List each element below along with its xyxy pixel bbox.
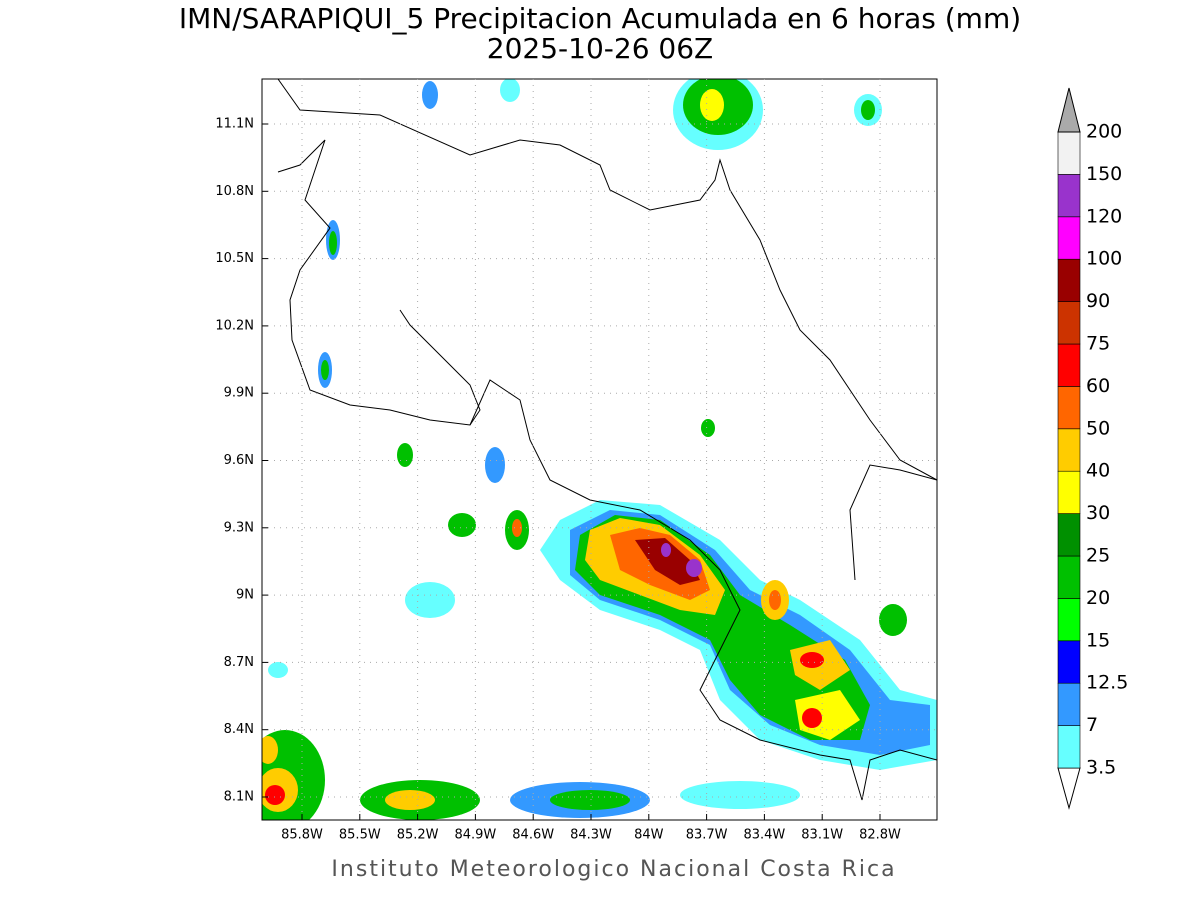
colorbar-label: 12.5 <box>1086 672 1128 694</box>
lon-tick-label: 84.3W <box>570 828 612 843</box>
colorbar-label: 100 <box>1086 248 1122 270</box>
colorbar-box <box>1057 301 1081 345</box>
colorbar-label: 75 <box>1086 333 1110 355</box>
precipitation-field <box>262 79 937 820</box>
lon-tick-label: 85.8W <box>281 828 323 843</box>
lat-tick-label: 10.2N <box>215 318 254 333</box>
lat-tick-label: 9.6N <box>224 453 254 468</box>
lon-tick-label: 83.7W <box>686 828 728 843</box>
lat-tick-label: 9N <box>236 588 254 603</box>
lat-tick-label: 10.8N <box>215 184 254 199</box>
border <box>849 464 937 581</box>
colorbar-label: 150 <box>1086 163 1122 185</box>
colorbar-box <box>1057 258 1081 302</box>
colorbar-label: 60 <box>1086 375 1110 397</box>
lat-tick-label: 9.9N <box>224 386 254 401</box>
colorbar-box <box>1057 513 1081 557</box>
colorbar-box <box>1057 725 1081 769</box>
colorbar-label: 200 <box>1086 121 1122 143</box>
coastline <box>469 379 937 801</box>
colorbar-label: 120 <box>1086 205 1122 227</box>
colorbar-label: 15 <box>1086 629 1110 651</box>
coastline <box>277 79 937 481</box>
colorbar-box <box>1057 640 1081 684</box>
subtitle: 2025-10-26 06Z <box>487 32 713 65</box>
lat-tick-label: 8.7N <box>224 655 254 670</box>
lat-tick-label: 9.3N <box>224 520 254 535</box>
lon-tick-label: 84.9W <box>454 828 496 843</box>
colorbar-label: 40 <box>1086 460 1110 482</box>
lon-tick-label: 83.4W <box>743 828 785 843</box>
colorbar-label: 25 <box>1086 545 1110 567</box>
lat-tick-label: 11.1N <box>215 117 254 132</box>
colorbar-box <box>1057 555 1081 599</box>
colorbar-above <box>1057 87 1081 133</box>
colorbar-box <box>1057 428 1081 472</box>
title: IMN/SARAPIQUI_5 Precipitacion Acumulada … <box>179 2 1021 35</box>
colorbar-label: 3.5 <box>1086 757 1116 779</box>
colorbar-box <box>1057 470 1081 514</box>
colorbar-box <box>1057 131 1081 175</box>
lat-tick-label: 8.1N <box>224 790 254 805</box>
colorbar-label: 90 <box>1086 290 1110 312</box>
lat-tick-label: 10.5N <box>215 251 254 266</box>
colorbar-box <box>1057 598 1081 642</box>
colorbar-label: 30 <box>1086 502 1110 524</box>
colorbar-below <box>1057 767 1081 810</box>
colorbar-label: 7 <box>1086 714 1098 736</box>
lon-tick-label: 82.8W <box>859 828 901 843</box>
colorbar-box <box>1057 682 1081 726</box>
colorbar-box <box>1057 343 1081 387</box>
lat-tick-label: 8.4N <box>224 722 254 737</box>
coastline <box>277 139 481 426</box>
colorbar-box <box>1057 174 1081 218</box>
lon-tick-label: 84W <box>634 828 664 843</box>
lon-tick-label: 83.1W <box>801 828 843 843</box>
colorbar-label: 50 <box>1086 417 1110 439</box>
colorbar-box <box>1057 386 1081 430</box>
map-frame <box>261 78 938 821</box>
colorbar-label: 20 <box>1086 587 1110 609</box>
lon-tick-label: 85.5W <box>339 828 381 843</box>
lon-tick-label: 84.6W <box>512 828 554 843</box>
lon-tick-label: 85.2W <box>397 828 439 843</box>
colorbar-box <box>1057 216 1081 260</box>
credit: Instituto Meteorologico Nacional Costa R… <box>331 857 896 882</box>
coastlines <box>277 79 937 801</box>
